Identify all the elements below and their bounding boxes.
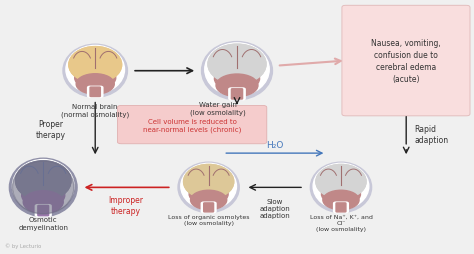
Ellipse shape	[216, 75, 258, 97]
Ellipse shape	[23, 191, 63, 213]
Text: Loss of organic osmolytes
(low osmolality): Loss of organic osmolytes (low osmolalit…	[168, 214, 249, 225]
Text: Nausea, vomiting,
confusion due to
cerebral edema
(acute): Nausea, vomiting, confusion due to cereb…	[371, 39, 441, 83]
Ellipse shape	[316, 165, 366, 199]
Text: Improper
therapy: Improper therapy	[109, 196, 144, 215]
Text: Slow
adaption
adaption: Slow adaption adaption	[259, 198, 290, 218]
Ellipse shape	[183, 165, 234, 199]
Ellipse shape	[16, 161, 71, 201]
FancyBboxPatch shape	[88, 87, 103, 98]
Ellipse shape	[321, 184, 360, 205]
FancyBboxPatch shape	[204, 203, 214, 212]
Ellipse shape	[69, 47, 122, 83]
Ellipse shape	[181, 164, 237, 209]
Ellipse shape	[9, 158, 77, 217]
FancyBboxPatch shape	[118, 106, 267, 144]
Text: Proper
therapy: Proper therapy	[36, 120, 65, 139]
Text: © by Lecturio: © by Lecturio	[5, 243, 42, 248]
FancyBboxPatch shape	[342, 6, 470, 116]
Ellipse shape	[208, 45, 266, 85]
Ellipse shape	[316, 165, 366, 199]
FancyBboxPatch shape	[336, 203, 346, 212]
Ellipse shape	[313, 164, 369, 209]
Ellipse shape	[66, 46, 125, 94]
FancyBboxPatch shape	[231, 89, 243, 100]
FancyBboxPatch shape	[229, 89, 245, 100]
Ellipse shape	[22, 184, 65, 208]
Text: Cell volume is reduced to
near-normal levels (chronic): Cell volume is reduced to near-normal le…	[143, 118, 241, 132]
FancyBboxPatch shape	[38, 205, 49, 216]
Ellipse shape	[205, 44, 269, 97]
Text: Water gain
(low osmolality): Water gain (low osmolality)	[190, 101, 246, 115]
Text: Osmotic
demyelination: Osmotic demyelination	[18, 216, 68, 230]
Ellipse shape	[178, 163, 239, 213]
Ellipse shape	[191, 190, 227, 210]
Ellipse shape	[12, 160, 74, 213]
FancyBboxPatch shape	[90, 88, 100, 97]
Ellipse shape	[183, 165, 234, 199]
Ellipse shape	[16, 161, 71, 201]
Ellipse shape	[201, 42, 273, 101]
Ellipse shape	[12, 161, 74, 214]
Ellipse shape	[310, 163, 372, 213]
Ellipse shape	[63, 45, 128, 98]
Ellipse shape	[208, 45, 266, 85]
Text: Rapid
adaption: Rapid adaption	[414, 125, 448, 144]
Text: Normal brain
(normal osmolality): Normal brain (normal osmolality)	[61, 104, 129, 118]
Ellipse shape	[189, 184, 228, 205]
FancyBboxPatch shape	[201, 202, 216, 213]
Ellipse shape	[323, 190, 359, 210]
Ellipse shape	[69, 47, 122, 83]
Ellipse shape	[75, 68, 116, 89]
Text: Loss of Na⁺, K⁺, and
Cl⁻
(low osmolality): Loss of Na⁺, K⁺, and Cl⁻ (low osmolality…	[310, 214, 373, 231]
FancyBboxPatch shape	[334, 202, 348, 213]
FancyBboxPatch shape	[36, 205, 51, 217]
Ellipse shape	[76, 74, 114, 95]
Text: H₂O: H₂O	[266, 140, 283, 149]
Ellipse shape	[214, 68, 260, 91]
